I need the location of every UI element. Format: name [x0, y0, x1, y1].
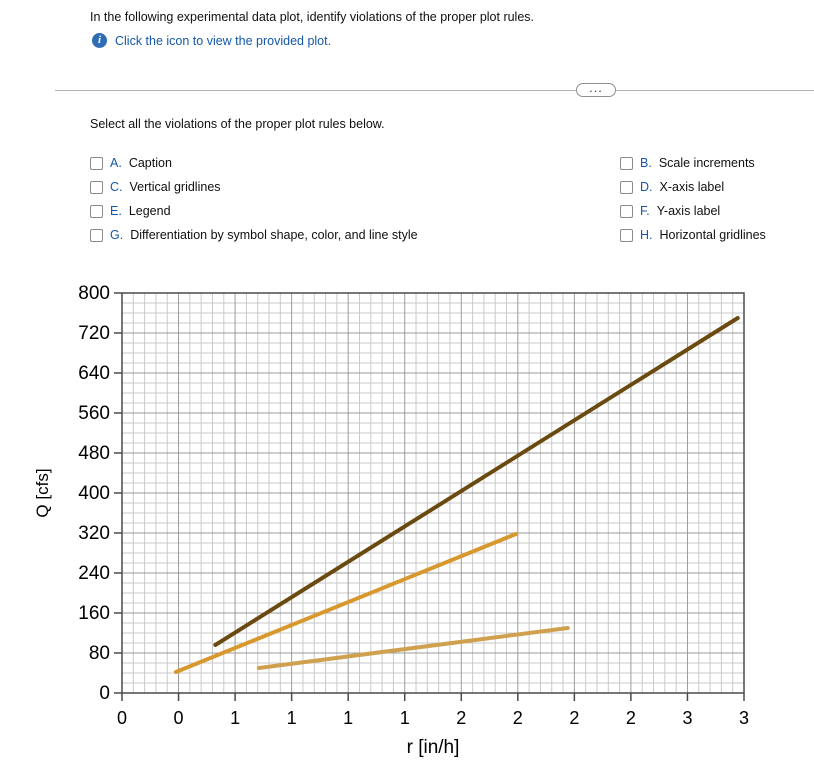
y-tick-label: 320 — [78, 523, 110, 544]
plot-border — [121, 292, 745, 694]
x-tick-label: 2 — [569, 708, 579, 728]
option-label: Vertical gridlines — [129, 180, 221, 194]
option-b-checkbox[interactable] — [620, 156, 633, 170]
option-label: X-axis label — [659, 180, 725, 194]
y-tick-label: 80 — [89, 643, 110, 664]
option-d: D. X-axis label — [620, 180, 814, 194]
y-tick-label: 480 — [78, 443, 110, 464]
question-instruction: In the following experimental data plot,… — [90, 10, 535, 24]
option-label: Horizontal gridlines — [659, 228, 766, 242]
option-label: Caption — [128, 156, 172, 170]
option-letter: B. — [640, 156, 652, 170]
option-label: Y-axis label — [656, 204, 721, 218]
y-tick-label: 160 — [78, 603, 110, 624]
y-tick-label: 0 — [99, 683, 110, 704]
option-f: F. Y-axis label — [620, 204, 814, 218]
provided-plot: 0 0 1 1 1 1 2 2 2 2 3 30801602403204004805606407208… — [33, 283, 749, 758]
x-tick-label: 1 — [287, 708, 297, 728]
options-grid: A. Caption B. Scale increments C. Vertic… — [90, 156, 814, 242]
x-tick-label: 1 — [400, 708, 410, 728]
option-g-checkbox[interactable] — [90, 228, 103, 242]
x-axis-label: r [in/h] — [407, 737, 460, 758]
view-plot-link[interactable]: Click the icon to view the provided plot… — [115, 33, 332, 48]
option-letter: F. — [640, 204, 650, 218]
x-tick-label: 1 — [230, 708, 240, 728]
option-letter: A. — [110, 156, 122, 170]
x-tick-label: 3 — [739, 708, 749, 728]
series-medium-orange-line — [173, 532, 518, 674]
series-light-tan-line — [256, 626, 570, 670]
option-d-checkbox[interactable] — [620, 180, 633, 194]
y-tick-label: 800 — [78, 283, 110, 304]
option-label: Scale increments — [658, 156, 755, 170]
y-tick-label: 720 — [78, 323, 110, 344]
option-g: G. Differentiation by symbol shape, colo… — [90, 228, 620, 242]
x-tick-label: 2 — [626, 708, 636, 728]
question-prompt: Select all the violations of the proper … — [90, 117, 385, 131]
y-axis-label: Q [cfs] — [33, 468, 52, 517]
x-tick-label: 0 — [174, 708, 184, 728]
y-tick-label: 640 — [78, 363, 110, 384]
option-letter: D. — [640, 180, 653, 194]
y-tick-label: 400 — [78, 483, 110, 504]
option-letter: G. — [110, 228, 124, 242]
option-letter: C. — [110, 180, 123, 194]
option-label: Differentiation by symbol shape, color, … — [130, 228, 418, 242]
option-b: B. Scale increments — [620, 156, 814, 170]
option-a: A. Caption — [90, 156, 620, 170]
plot-link-row: i Click the icon to view the provided pl… — [92, 33, 331, 48]
x-tick-label: 2 — [456, 708, 466, 728]
y-tick-label: 560 — [78, 403, 110, 424]
info-icon[interactable]: i — [92, 33, 107, 48]
option-c-checkbox[interactable] — [90, 180, 103, 194]
option-h-checkbox[interactable] — [620, 228, 633, 242]
more-options-button[interactable]: ... — [576, 81, 616, 97]
section-divider — [55, 90, 814, 91]
y-tick-label: 240 — [78, 563, 110, 584]
option-letter: H. — [640, 228, 653, 242]
x-tick-label: 3 — [682, 708, 692, 728]
option-f-checkbox[interactable] — [620, 204, 633, 218]
x-tick-label: 0 — [117, 708, 127, 728]
option-c: C. Vertical gridlines — [90, 180, 620, 194]
x-tick-label: 2 — [513, 708, 523, 728]
option-a-checkbox[interactable] — [90, 156, 103, 170]
x-tick-label: 1 — [343, 708, 353, 728]
option-h: H. Horizontal gridlines — [620, 228, 814, 242]
option-letter: E. — [110, 204, 122, 218]
series-dark-brown-line — [213, 316, 740, 647]
option-e: E. Legend — [90, 204, 620, 218]
option-label: Legend — [128, 204, 171, 218]
option-e-checkbox[interactable] — [90, 204, 103, 218]
